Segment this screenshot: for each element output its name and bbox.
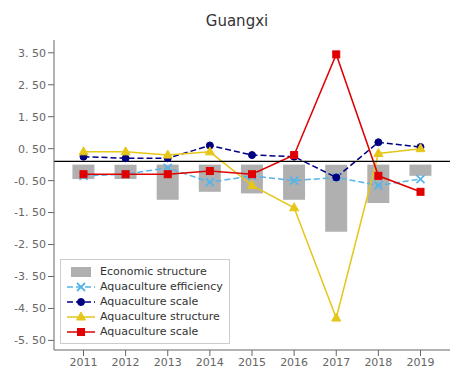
svg-text:1. 50: 1. 50 xyxy=(18,111,46,124)
svg-text:3. 50: 3. 50 xyxy=(18,47,46,60)
svg-text:-5. 50: -5. 50 xyxy=(14,334,46,347)
svg-text:-2. 50: -2. 50 xyxy=(14,238,46,251)
svg-text:-3. 50: -3. 50 xyxy=(14,270,46,283)
html-text:Guangxi: Guangxi xyxy=(205,12,269,30)
svg-text:-4. 50: -4. 50 xyxy=(14,302,46,315)
svg-text:-1. 50: -1. 50 xyxy=(14,206,46,219)
svg-text:2012: 2012 xyxy=(112,356,140,369)
html-text:Aquaculture structure: Aquaculture structure xyxy=(100,310,220,323)
svg-text:2018: 2018 xyxy=(364,356,392,369)
svg-text:2015: 2015 xyxy=(238,356,266,369)
svg-text:2014: 2014 xyxy=(196,356,224,369)
svg-text:2013: 2013 xyxy=(154,356,182,369)
svg-text:2. 50: 2. 50 xyxy=(18,79,46,92)
html-text:Aquaculture efficiency: Aquaculture efficiency xyxy=(100,280,223,293)
html-text:Aquaculture scale: Aquaculture scale xyxy=(100,295,199,308)
html-text:Economic structure: Economic structure xyxy=(100,265,207,278)
svg-text:-0. 50: -0. 50 xyxy=(14,175,46,188)
svg-text:0. 50: 0. 50 xyxy=(18,143,46,156)
svg-text:2019: 2019 xyxy=(407,356,435,369)
svg-text:2017: 2017 xyxy=(322,356,350,369)
svg-text:2016: 2016 xyxy=(280,356,308,369)
svg-text:2011: 2011 xyxy=(69,356,97,369)
html-text:Aquaculture scale: Aquaculture scale xyxy=(100,325,199,338)
